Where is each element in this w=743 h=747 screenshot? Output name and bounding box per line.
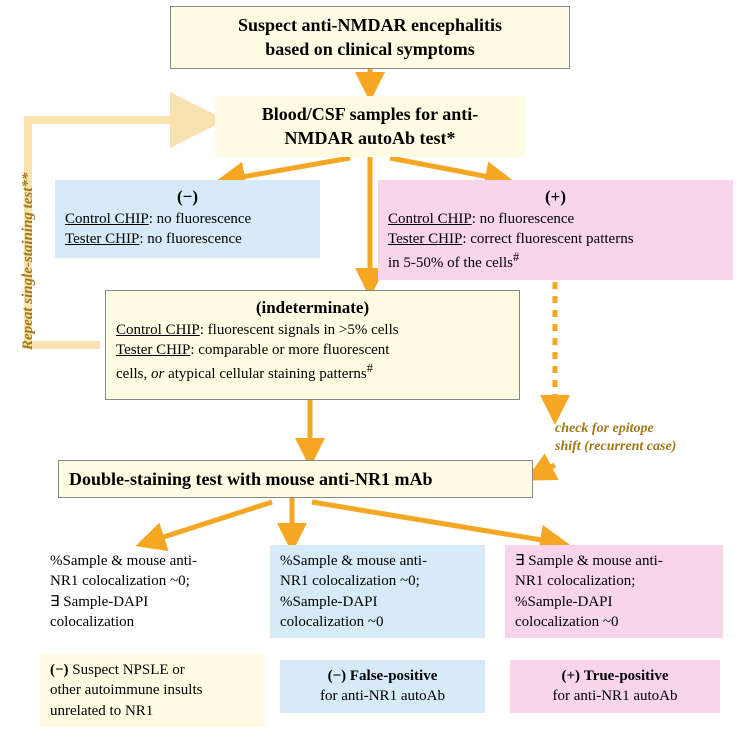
node-res2: (−) False-positivefor anti-NR1 autoAb: [280, 660, 485, 713]
node-neg: (−)Control CHIP: no fluorescenceTester C…: [55, 180, 320, 258]
node-pos: (+)Control CHIP: no fluorescenceTester C…: [378, 180, 733, 280]
node-out1: %Sample & mouse anti-NR1 colocalization …: [40, 545, 255, 638]
node-b1: Suspect anti-NMDAR encephalitisbased on …: [170, 6, 570, 69]
node-out2: %Sample & mouse anti-NR1 colocalization …: [270, 545, 485, 638]
node-dbl: Double-staining test with mouse anti-NR1…: [58, 460, 533, 498]
node-b2: Blood/CSF samples for anti-NMDAR autoAb …: [215, 96, 525, 157]
node-res1: (−) Suspect NPSLE orother autoimmune ins…: [40, 654, 265, 727]
repeat-test-label: Repeat single-staining test**: [20, 172, 37, 350]
node-ind: (indeterminate)Control CHIP: fluorescent…: [105, 290, 520, 400]
node-res3: (+) True-positivefor anti-NR1 autoAb: [510, 660, 720, 713]
epitope-note: check for epitopeshift (recurrent case): [555, 420, 676, 456]
node-out3: ∃ Sample & mouse anti-NR1 colocalization…: [505, 545, 723, 638]
